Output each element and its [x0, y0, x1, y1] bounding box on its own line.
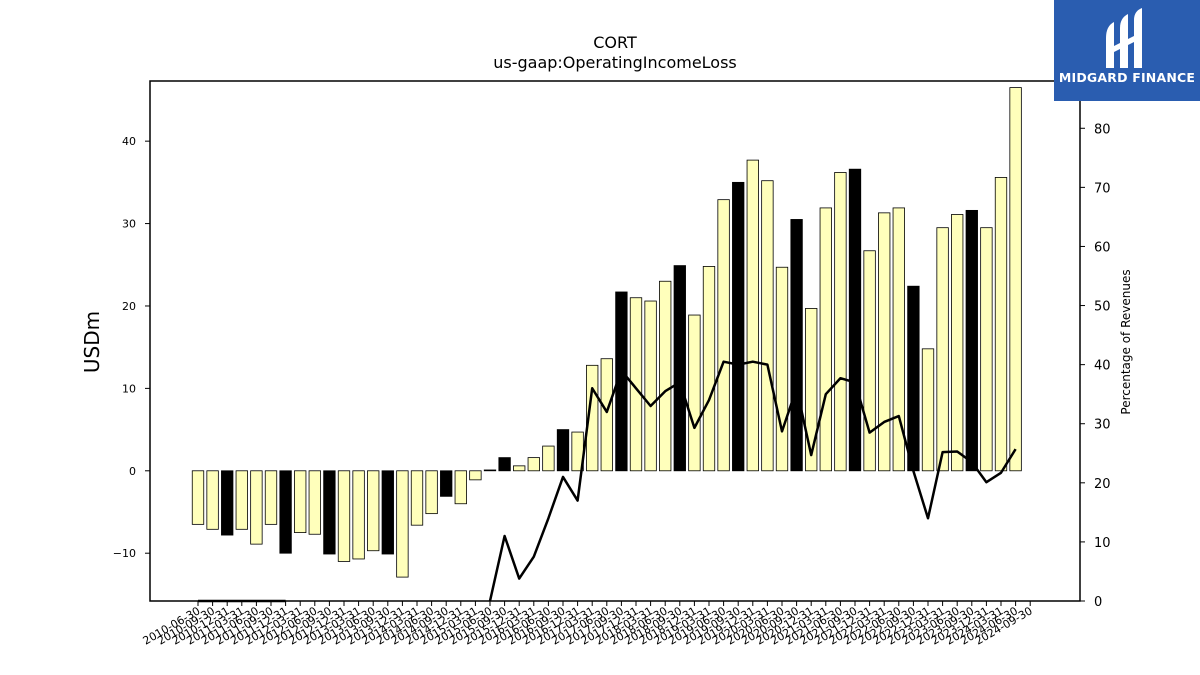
bar-2017-12-31 [629, 297, 643, 472]
bar-2020-06-30 [775, 266, 789, 472]
bar-2023-09-30 [965, 209, 978, 472]
y-tick-label: 30 [122, 218, 136, 231]
bar-2020-12-31 [805, 308, 818, 472]
bar-2023-12-31 [980, 227, 993, 472]
bar-2010-09-30 [206, 470, 219, 530]
bar-2013-12-31 [396, 470, 409, 578]
bar-2013-06-30 [367, 470, 380, 552]
bar-2014-09-30 [440, 470, 453, 497]
bar-2021-09-30 [848, 168, 862, 472]
bar-2016-03-31 [527, 457, 540, 472]
bar-2010-12-31 [221, 470, 234, 536]
y-tick-label: 40 [122, 135, 136, 148]
bar-2019-09-30 [732, 181, 745, 472]
bar-2018-03-31 [644, 300, 657, 472]
bar-2011-12-31 [279, 470, 292, 554]
bar-2019-03-31 [702, 266, 716, 472]
bar-2010-06-30 [191, 470, 205, 525]
bar-2018-12-31 [688, 314, 701, 472]
bar-2022-09-30 [907, 285, 920, 472]
bar-2013-09-30 [381, 470, 394, 555]
bar-2021-03-31 [819, 207, 832, 472]
bar-2022-12-31 [921, 348, 935, 472]
bar-2011-03-31 [235, 470, 248, 530]
bar-2023-06-30 [951, 214, 964, 472]
bar-2015-06-30 [483, 469, 497, 472]
bar-2015-03-31 [469, 470, 482, 481]
bar-2019-06-30 [717, 199, 730, 472]
bar-2017-03-31 [586, 364, 599, 472]
bar-2015-12-31 [513, 465, 526, 472]
y2-tick-label: 60 [1094, 240, 1111, 255]
brand-logo: MIDGARD FINANCE [1054, 0, 1200, 101]
bar-2024-06-30 [1009, 87, 1022, 472]
y2-tick-label: 20 [1094, 477, 1111, 492]
chart-title: CORT [593, 33, 637, 52]
y-tick-label: 10 [122, 382, 136, 395]
y2-tick-label: 0 [1094, 595, 1102, 610]
bar-2020-03-31 [761, 180, 774, 472]
plot-area [149, 80, 1081, 602]
bar-2012-06-30 [308, 470, 321, 535]
bar-2014-12-31 [454, 470, 467, 505]
bar-2014-03-31 [410, 470, 424, 526]
y2-tick-label: 40 [1094, 359, 1111, 374]
y-tick-label: 20 [122, 300, 136, 313]
bar-2014-06-30 [425, 470, 438, 515]
y2-tick-label: 30 [1094, 418, 1111, 433]
y2-tick-label: 10 [1094, 536, 1111, 551]
bar-2023-03-31 [936, 227, 949, 472]
y2-tick-label: 70 [1094, 181, 1111, 196]
bar-2012-09-30 [323, 470, 336, 555]
bars-group [191, 87, 1022, 578]
bar-2021-12-31 [863, 250, 876, 472]
bar-2011-06-30 [250, 470, 263, 545]
bar-2024-03-31 [994, 177, 1008, 472]
bar-2016-06-30 [542, 445, 555, 472]
bar-2017-06-30 [600, 358, 613, 472]
bar-2021-06-30 [834, 172, 847, 472]
chart-subtitle: us-gaap:OperatingIncomeLoss [493, 53, 737, 72]
y2-tick-label: 50 [1094, 300, 1111, 315]
bar-2019-12-31 [746, 159, 759, 472]
y-axis-label: USDm [80, 311, 104, 373]
bar-2020-09-30 [790, 219, 803, 472]
bar-2015-09-30 [498, 457, 511, 472]
y-tick-label: −10 [113, 547, 136, 560]
bar-2011-09-30 [264, 470, 278, 525]
bar-2018-09-30 [673, 265, 686, 472]
bar-2022-03-31 [878, 212, 891, 472]
bar-2017-09-30 [615, 291, 628, 472]
y2-tick-label: 80 [1094, 122, 1111, 137]
bar-2016-09-30 [556, 429, 570, 472]
bar-2022-06-30 [892, 207, 905, 472]
brand-name: MIDGARD FINANCE [1058, 70, 1196, 85]
midgard-logo-icon [1106, 8, 1142, 68]
bar-2012-03-31 [294, 470, 307, 534]
y2-axis-label: Percentage of Revenues [1119, 269, 1133, 414]
bar-2012-12-31 [337, 470, 351, 562]
bar-2013-03-31 [352, 470, 365, 560]
bar-2018-06-30 [659, 280, 672, 472]
y-tick-label: 0 [129, 465, 136, 478]
